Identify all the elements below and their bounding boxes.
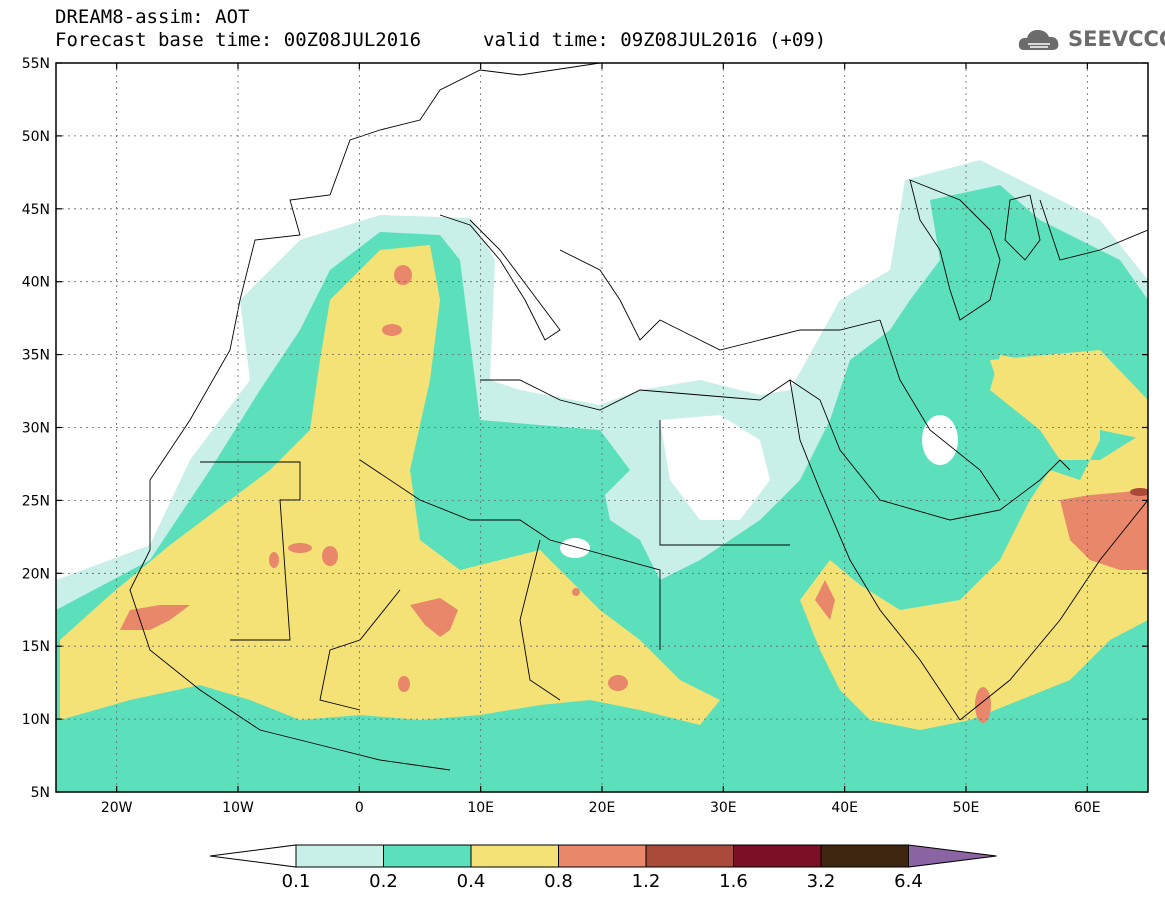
colorbar-label: 0.2 (369, 871, 398, 892)
longitude-axis: 20W 10W 0 10E 20E 30E 40E 50E 60E (101, 63, 1101, 816)
lon-label: 20E (589, 800, 616, 816)
lon-label: 50E (953, 800, 980, 816)
colorbar-segment (470, 844, 559, 868)
aot-band-0.8 (120, 265, 1148, 723)
logo-text: SEEVCCC (1068, 27, 1165, 51)
aot-band-1.2 (1130, 488, 1148, 496)
coastlines-borders (129, 63, 1148, 771)
colorbar-overflow (908, 844, 997, 868)
map-title: DREAM8-assim: AOT (55, 6, 250, 28)
latitude-axis: 55N 50N 45N 40N 35N 30N 25N 20N 15N 10N 5N (22, 56, 1148, 801)
lat-label: 20N (22, 566, 50, 582)
lon-label: 0 (355, 800, 364, 816)
lon-label: 60E (1074, 800, 1101, 816)
colorbar-label: 1.2 (632, 871, 661, 892)
colorbar-label: 6.4 (894, 871, 923, 892)
lat-label: 30N (22, 421, 50, 437)
colorbar-segment (820, 844, 909, 868)
lon-label: 40E (831, 800, 858, 816)
colorbar-label: 0.8 (544, 871, 573, 892)
valid-time: valid time: 09Z08JUL2016 (+09) (483, 29, 827, 51)
lat-label: 45N (22, 202, 50, 218)
aot-colorbar: 0.1 0.2 0.4 0.8 1.2 1.6 3.2 6.4 (209, 844, 997, 892)
colorbar-underflow (209, 844, 297, 868)
lat-label: 15N (22, 639, 50, 655)
colorbar-label: 0.4 (457, 871, 486, 892)
lat-label: 50N (22, 129, 50, 145)
aot-band-0.4 (60, 245, 1148, 730)
aot-field (56, 63, 1148, 792)
lon-label: 10E (467, 800, 494, 816)
lat-label: 35N (22, 348, 50, 364)
lat-label: 10N (22, 712, 50, 728)
lon-label: 10W (222, 800, 254, 816)
map-grid (56, 63, 1148, 792)
lat-label: 25N (22, 493, 50, 509)
colorbar-segment (733, 844, 822, 868)
colorbar-segment (645, 844, 734, 868)
colorbar-label: 3.2 (807, 871, 836, 892)
colorbar-segment (558, 844, 647, 868)
lat-label: 55N (22, 56, 50, 72)
low-aot-gaps (560, 415, 958, 558)
colorbar-segment (383, 844, 472, 868)
colorbar-label: 0.1 (282, 871, 311, 892)
lon-label: 20W (101, 800, 133, 816)
lat-label: 5N (31, 785, 50, 801)
forecast-base-time: Forecast base time: 00Z08JUL2016 (55, 29, 422, 51)
colorbar-label: 1.6 (719, 871, 748, 892)
colorbar-segment (295, 844, 384, 868)
cloud-logo-icon (1018, 30, 1059, 50)
lon-label: 30E (710, 800, 737, 816)
lat-label: 40N (22, 275, 50, 291)
